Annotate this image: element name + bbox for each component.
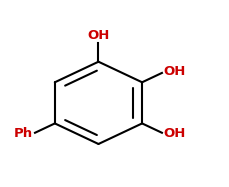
Text: OH: OH bbox=[164, 127, 186, 140]
Text: OH: OH bbox=[87, 28, 110, 42]
Text: Ph: Ph bbox=[14, 127, 33, 140]
Text: OH: OH bbox=[164, 65, 186, 79]
